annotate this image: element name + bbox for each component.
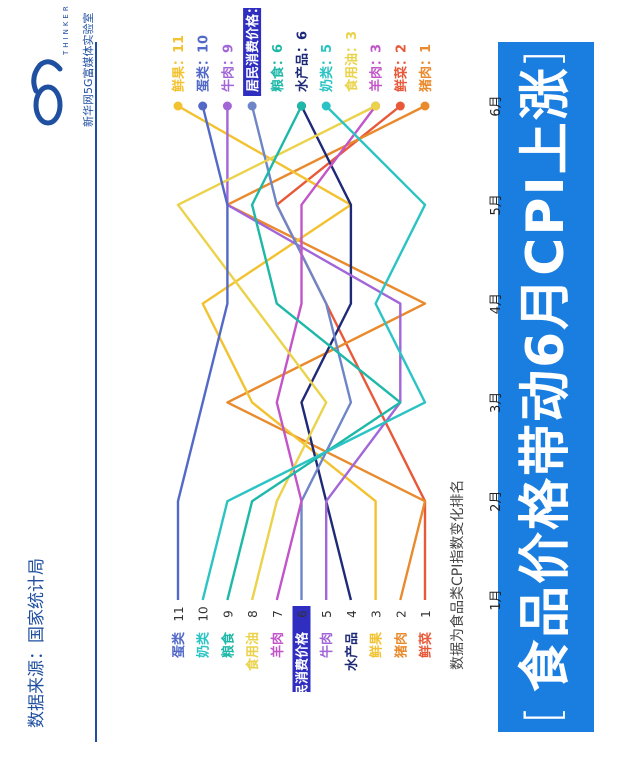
end-label: 食用油：3 [344,31,360,92]
series-line [300,105,353,601]
series-name: 鲜菜 [418,632,434,658]
end-point [173,101,183,111]
series-name: 牛肉 [319,632,335,658]
end-label: 奶类：5 [319,44,335,93]
series-name: 蛋类 [171,631,187,658]
series-line [250,105,353,600]
series-line [201,105,427,601]
start-rank: 2 [394,610,408,618]
end-point [247,101,257,111]
end-label: 羊肉：3 [369,44,385,92]
series-name: 猪肉 [393,632,409,659]
end-label: 鲜菜：2 [393,44,409,92]
start-rank: 7 [271,610,285,618]
end-label: 居民消费价格：8 [245,0,261,92]
series-name: 羊肉 [270,632,286,658]
start-rank: 10 [197,606,211,621]
end-point [420,101,430,111]
month-label: 5月 [489,194,504,215]
end-label: 猪肉：1 [418,44,434,93]
brand-logo: THINKER 新华网5G富媒体实验室 [18,0,106,127]
series-name: 粮食 [220,631,236,658]
start-rank: 4 [345,610,359,618]
end-label: 蛋类：10 [196,35,212,92]
logo-tagline: 新华网5G富媒体实验室 [82,12,95,127]
series-line [176,104,377,601]
end-point [321,101,331,111]
end-point [198,101,208,111]
start-rank: 3 [370,610,384,618]
end-label: 牛肉：9 [220,44,236,92]
month-label: 3月 [489,392,504,413]
series-name: 鲜果 [369,632,385,658]
start-rank: 8 [246,610,260,618]
end-point [371,101,381,111]
start-rank: 5 [320,610,334,618]
end-label: 鲜果：11 [171,35,187,92]
series-name: 食用油 [245,632,261,671]
series-name: 水产品 [344,632,360,671]
start-rank: 6 [296,610,310,618]
highlight-box [292,606,311,692]
series-name: 居民消费价格 [295,631,311,710]
end-label: 粮食：6 [270,44,286,92]
series-line [226,105,402,601]
start-rank: 9 [221,610,235,618]
logo-mark-icon [31,59,63,126]
end-point [395,101,405,111]
series-line [226,106,402,600]
month-label: 2月 [489,491,504,512]
footer-divider [95,42,97,742]
start-rank: 11 [172,606,186,621]
end-point [222,101,232,111]
series-line [176,105,229,600]
month-label: 6月 [489,95,504,116]
month-label: 1月 [489,589,504,610]
highlight-box [243,8,262,96]
series-line [275,105,427,600]
month-label: 4月 [489,293,504,314]
series-line [177,104,377,600]
series-name: 奶类 [196,631,212,659]
data-source: 数据来源：国家统计局 [27,558,47,728]
start-rank: 1 [419,610,433,618]
end-point [297,101,306,111]
end-label: 水产品：6 [295,31,311,92]
logo-think: THINKER [62,3,70,55]
